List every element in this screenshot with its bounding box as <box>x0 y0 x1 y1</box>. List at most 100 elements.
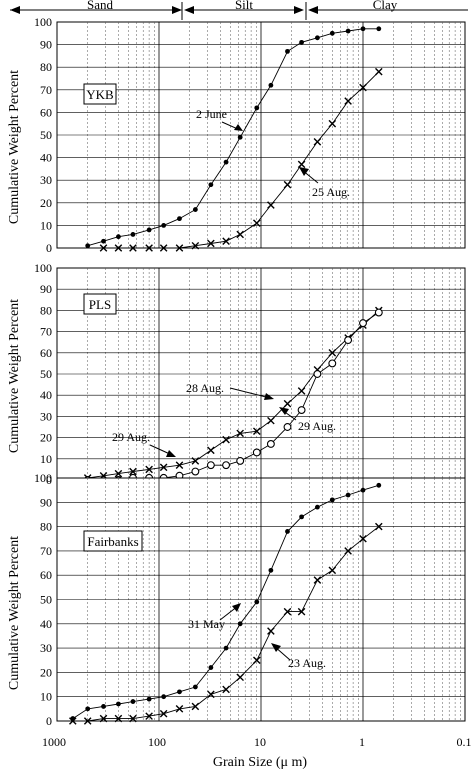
data-point-dot <box>329 497 335 503</box>
data-point-cross <box>191 457 200 465</box>
data-point-cross <box>313 576 322 584</box>
data-point-cross <box>114 714 123 723</box>
annotations: 2 June 25 Aug. 28 Aug. 29 Aug. 29 Aug. 3… <box>112 107 350 670</box>
data-point-cross <box>375 522 383 531</box>
silt-arrow-left-head <box>184 6 194 14</box>
data-point-dot <box>254 105 260 111</box>
data-point-dot <box>237 621 243 627</box>
y-tick-fairbanks: 30 <box>40 641 52 655</box>
data-point-dot <box>223 645 229 651</box>
data-point-cross <box>328 349 337 357</box>
data-point-cross <box>328 566 337 575</box>
data-point-cross <box>297 607 306 616</box>
annotation-25-aug-arrowhead <box>299 167 309 176</box>
data-point-cross <box>359 83 367 92</box>
y-tick-fairbanks: 40 <box>40 617 52 631</box>
data-point-circle <box>222 461 231 470</box>
data-point-cross <box>222 435 230 444</box>
data-point-circle <box>328 359 337 368</box>
data-point-cross <box>236 230 244 239</box>
annotation-29-aug-crosses-arrowhead <box>166 450 176 457</box>
data-point-cross <box>175 461 184 469</box>
annotation-23-aug: 23 Aug. <box>288 656 326 670</box>
data-point-dot <box>376 26 382 32</box>
panel-label-pls: PLS <box>89 297 111 312</box>
annotation-2-june: 2 June <box>196 107 227 121</box>
data-point-cross <box>207 690 215 699</box>
data-point-dot <box>360 26 366 32</box>
y-tick-ykb: 80 <box>40 60 52 74</box>
y-tick-pls: 40 <box>40 388 52 402</box>
size-class-header: Sand Silt Clay <box>10 0 468 20</box>
data-point-cross <box>191 702 200 711</box>
y-tick-fairbanks: 50 <box>40 593 52 607</box>
zone-label-silt: Silt <box>235 0 253 12</box>
panel-label-box-ykb: YKB <box>83 83 117 105</box>
data-point-dot <box>161 694 167 700</box>
data-point-dot <box>146 696 152 702</box>
data-point-circle <box>266 440 275 448</box>
y-tick-pls: 60 <box>40 346 52 360</box>
y-tick-fairbanks: 100 <box>34 471 52 485</box>
data-point-dot <box>314 504 320 510</box>
data-point-dot <box>208 665 214 670</box>
y-tick-pls: 0 <box>46 473 52 487</box>
y-axis-title-ykb: Cumulative Weight Percent <box>7 70 22 224</box>
data-point-cross <box>114 244 123 252</box>
panel-ykb: 0 10 20 30 40 50 60 70 80 90 100 <box>34 15 466 255</box>
y-tick-ykb: 30 <box>40 173 52 187</box>
y-axis-title-fairbanks: Cumulative Weight Percent <box>7 536 22 690</box>
annotation-31-may-arrowhead <box>232 603 241 612</box>
panel-label-ykb: YKB <box>86 87 114 102</box>
y-tick-ykb: 100 <box>34 15 52 29</box>
data-point-circle <box>344 336 353 345</box>
data-point-dot <box>237 134 243 140</box>
panel-fairbanks: 0 10 20 30 40 50 60 70 80 90 100 <box>34 471 466 728</box>
data-point-dot <box>254 599 260 605</box>
clay-arrow-left-head <box>308 6 318 14</box>
data-point-dot <box>85 243 91 249</box>
x-tick-1000: 1000 <box>42 735 66 749</box>
annotation-23-aug-arrowhead <box>271 643 281 652</box>
y-tick-fairbanks: 20 <box>40 665 52 679</box>
annotation-28-aug-arrowhead <box>264 393 274 400</box>
data-point-dot <box>299 514 304 520</box>
sand-arrow-right-head <box>172 6 182 14</box>
data-point-dot <box>116 701 121 707</box>
data-point-dot <box>177 216 182 222</box>
y-tick-ykb: 60 <box>40 105 52 119</box>
x-tick-1: 1 <box>359 735 365 749</box>
data-point-cross <box>283 607 292 616</box>
data-point-cross <box>129 467 137 476</box>
data-point-cross <box>83 717 92 725</box>
annotation-31-may: 31 May <box>188 617 225 631</box>
data-point-dot <box>208 182 214 188</box>
data-point-dot <box>130 232 136 237</box>
data-point-dot <box>177 689 182 695</box>
data-point-cross <box>328 119 337 128</box>
data-point-cross <box>359 534 367 543</box>
data-point-circle <box>313 370 322 378</box>
x-tick-100: 100 <box>148 735 166 749</box>
data-point-cross <box>344 97 352 105</box>
data-point-circle <box>236 456 245 465</box>
data-point-cross <box>175 705 184 713</box>
data-point-cross <box>99 244 108 252</box>
data-point-cross <box>297 387 306 395</box>
data-point-cross <box>207 446 215 455</box>
annotation-29-aug-circles: 29 Aug. <box>298 419 336 433</box>
data-point-cross <box>145 712 153 720</box>
data-point-dot <box>161 223 167 228</box>
data-point-cross <box>344 547 352 555</box>
y-tick-pls: 30 <box>40 409 52 423</box>
y-tick-pls: 50 <box>40 367 52 381</box>
x-tick-0.1: 0.1 <box>457 735 472 749</box>
annotation-2-june-arrowhead <box>234 124 243 131</box>
data-point-cross <box>283 180 292 189</box>
annotation-29-aug-circles-arrowhead <box>279 407 289 415</box>
data-point-dot <box>130 699 136 704</box>
data-point-dot <box>116 234 121 240</box>
data-point-dot <box>345 28 351 34</box>
y-tick-ykb: 90 <box>40 38 52 52</box>
